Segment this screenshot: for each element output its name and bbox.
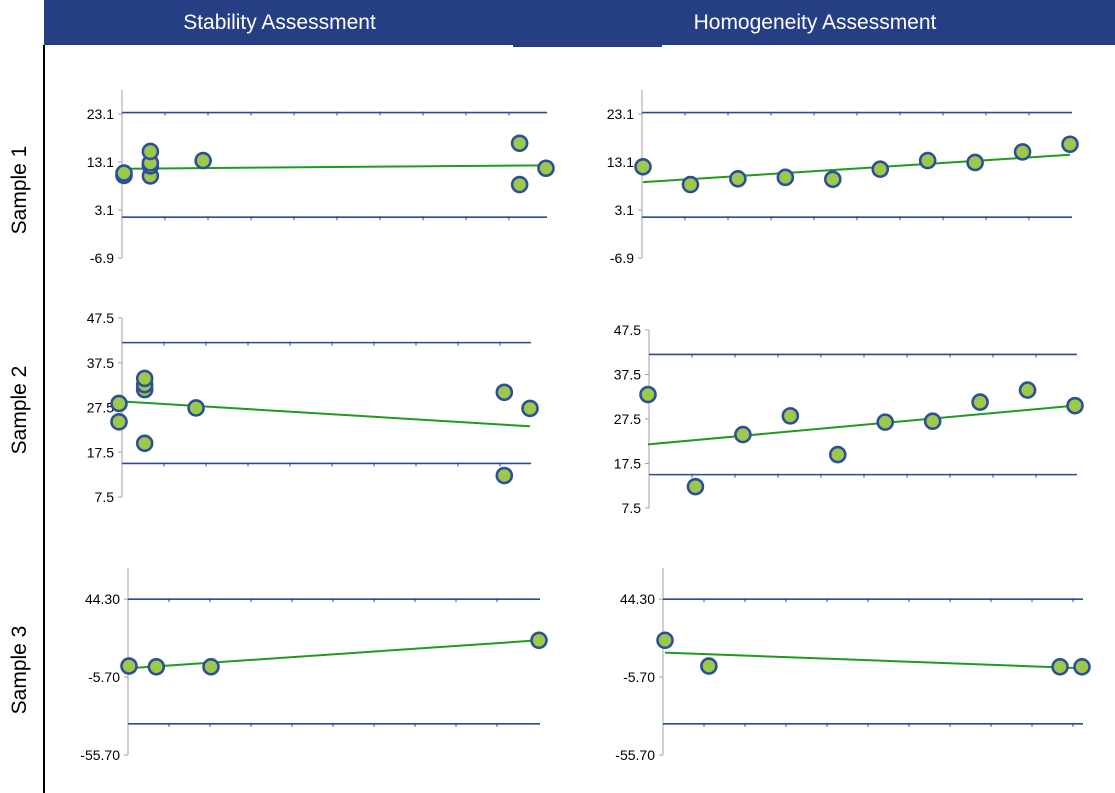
homogeneity-sample-2-y-tick-label: 27.5 <box>614 411 641 427</box>
homogeneity-sample-1-y-tick-label: 3.1 <box>615 202 635 218</box>
stability-sample-3-data-point <box>530 631 548 650</box>
header-underline <box>513 45 662 47</box>
stability-sample-2-data-point <box>135 434 154 453</box>
homogeneity-sample-1-data-point <box>1013 143 1032 161</box>
homogeneity-sample-2-group: 7.5 17.5 27.5 37.5 47.5 <box>614 322 1084 516</box>
stability-sample-1-y-tick-label: 13.1 <box>87 154 114 170</box>
homogeneity-sample-2-data-point <box>686 477 705 496</box>
homogeneity-sample-3-data-point <box>1051 657 1069 676</box>
stability-sample-1-y-tick-label: 23.1 <box>87 106 114 122</box>
homogeneity-sample-1-data-point <box>966 153 984 172</box>
stability-sample-1-data-point <box>194 151 212 170</box>
homogeneity-sample-2-y-tick-label: 47.5 <box>614 322 641 338</box>
homogeneity-sample-2-data-point <box>1018 381 1037 399</box>
stability-sample-2-data-point <box>110 413 128 431</box>
homogeneity-sample-3-trend-line <box>664 651 1083 670</box>
stability-sample-3-data-point <box>147 657 166 676</box>
homogeneity-sample-1-trend-line <box>642 153 1071 184</box>
homogeneity-sample-2-data-point <box>828 445 847 464</box>
stability-sample-2-y-tick-label: 47.5 <box>87 310 114 326</box>
stability-sample-2-data-point <box>110 394 128 413</box>
homogeneity-sample-2-data-point <box>781 407 800 425</box>
homogeneity-sample-1-data-point <box>681 175 700 194</box>
homogeneity-sample-2-data-point <box>734 425 752 444</box>
homogeneity-sample-1-data-point <box>634 158 652 176</box>
stability-sample-2-data-point <box>495 383 514 402</box>
homogeneity-sample-1-data-point <box>1061 135 1079 154</box>
homogeneity-sample-3-y-tick-label: -55.70 <box>615 747 655 763</box>
homogeneity-sample-3-data-point <box>1073 657 1091 676</box>
homogeneity-sample-3-group: -55.70 -5.70 44.30 <box>615 568 1091 763</box>
stability-sample-2-data-point <box>521 399 539 418</box>
stability-sample-3-group: -55.70 -5.70 44.30 <box>80 568 548 763</box>
stability-sample-1-data-point <box>537 159 555 178</box>
homogeneity-sample-1-data-point <box>776 168 795 187</box>
stability-sample-2-y-tick-label: 37.5 <box>87 355 114 371</box>
stability-sample-3-data-point <box>120 657 138 675</box>
stability-sample-2-y-tick-label: 27.5 <box>87 400 114 416</box>
stability-sample-1-data-point <box>141 142 160 161</box>
homogeneity-sample-1-data-point <box>823 170 842 189</box>
stability-sample-3-data-point <box>202 657 220 676</box>
homogeneity-sample-1-y-tick-label: 13.1 <box>607 154 634 170</box>
stability-sample-2-group: 7.5 17.5 27.5 37.5 47.5 <box>87 310 539 505</box>
homogeneity-sample-1-y-tick-label: -6.9 <box>610 250 634 266</box>
homogeneity-sample-2-data-point <box>923 412 942 431</box>
stability-sample-1-trend-line <box>123 164 547 170</box>
stability-sample-2-y-tick-label: 7.5 <box>95 489 115 505</box>
homogeneity-sample-2-data-point <box>876 413 895 431</box>
homogeneity-sample-3-data-point <box>700 657 718 675</box>
header-bar <box>44 0 1115 45</box>
stability-sample-3-y-tick-label: 44.30 <box>85 591 120 607</box>
homogeneity-sample-3-y-tick-label: 44.30 <box>620 591 655 607</box>
stability-assessment-header: Stability Assessment <box>183 11 376 34</box>
homogeneity-sample-1-y-tick-label: 23.1 <box>607 106 634 122</box>
homogeneity-sample-1-data-point <box>729 170 747 188</box>
homogeneity-sample-1-group: -6.9 3.1 13.1 23.1 <box>607 90 1079 266</box>
homogeneity-sample-3-data-point <box>656 631 674 650</box>
homogeneity-sample-2-y-tick-label: 17.5 <box>614 456 641 472</box>
homogeneity-sample-2-data-point <box>971 393 989 411</box>
stability-sample-1-y-tick-label: 3.1 <box>95 202 115 218</box>
homogeneity-sample-2-trend-line <box>647 404 1076 446</box>
homogeneity-sample-1-data-point <box>871 160 890 178</box>
homogeneity-assessment-header: Homogeneity Assessment <box>693 11 937 34</box>
stability-sample-2-data-point <box>135 369 154 388</box>
homogeneity-sample-2-y-tick-label: 37.5 <box>614 367 641 383</box>
stability-sample-2-y-tick-label: 17.5 <box>87 444 114 460</box>
stability-sample-2-trend-line <box>118 400 531 428</box>
stability-sample-3-trend-line <box>128 639 540 670</box>
left-border-line <box>43 45 45 793</box>
stability-sample-1-data-point <box>510 134 529 153</box>
homogeneity-sample-2-y-tick-label: 7.5 <box>622 500 642 516</box>
stability-sample-1-y-tick-label: -6.9 <box>90 250 114 266</box>
homogeneity-sample-2-data-point <box>639 385 657 404</box>
stability-sample-2-data-point <box>495 466 514 485</box>
homogeneity-sample-1-data-point <box>918 151 937 170</box>
stability-sample-1-data-point <box>115 164 133 182</box>
stability-sample-2-data-point <box>187 399 205 417</box>
stability-sample-1-group: -6.9 3.1 13.1 23.1 <box>87 90 555 266</box>
stability-sample-3-y-tick-label: -55.70 <box>80 747 120 763</box>
stability-sample-3-y-tick-label: -5.70 <box>88 669 120 685</box>
stability-sample-1-data-point <box>510 175 529 194</box>
homogeneity-sample-3-y-tick-label: -5.70 <box>623 669 655 685</box>
homogeneity-sample-2-data-point <box>1066 396 1084 415</box>
